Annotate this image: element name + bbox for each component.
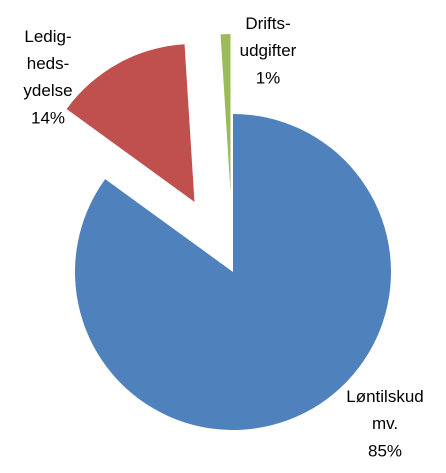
pie-slice (66, 44, 195, 202)
slice-label: Drifts-udgifter (240, 14, 297, 60)
pie-slice (220, 34, 231, 193)
slice-label: Løntilskud mv. (346, 387, 423, 433)
value-label: 85% (368, 441, 402, 460)
value-label: 1% (256, 68, 281, 87)
slice-label: Ledig-heds-ydelse (23, 27, 72, 100)
pie-slice (74, 114, 392, 430)
value-label: 14% (31, 108, 65, 127)
